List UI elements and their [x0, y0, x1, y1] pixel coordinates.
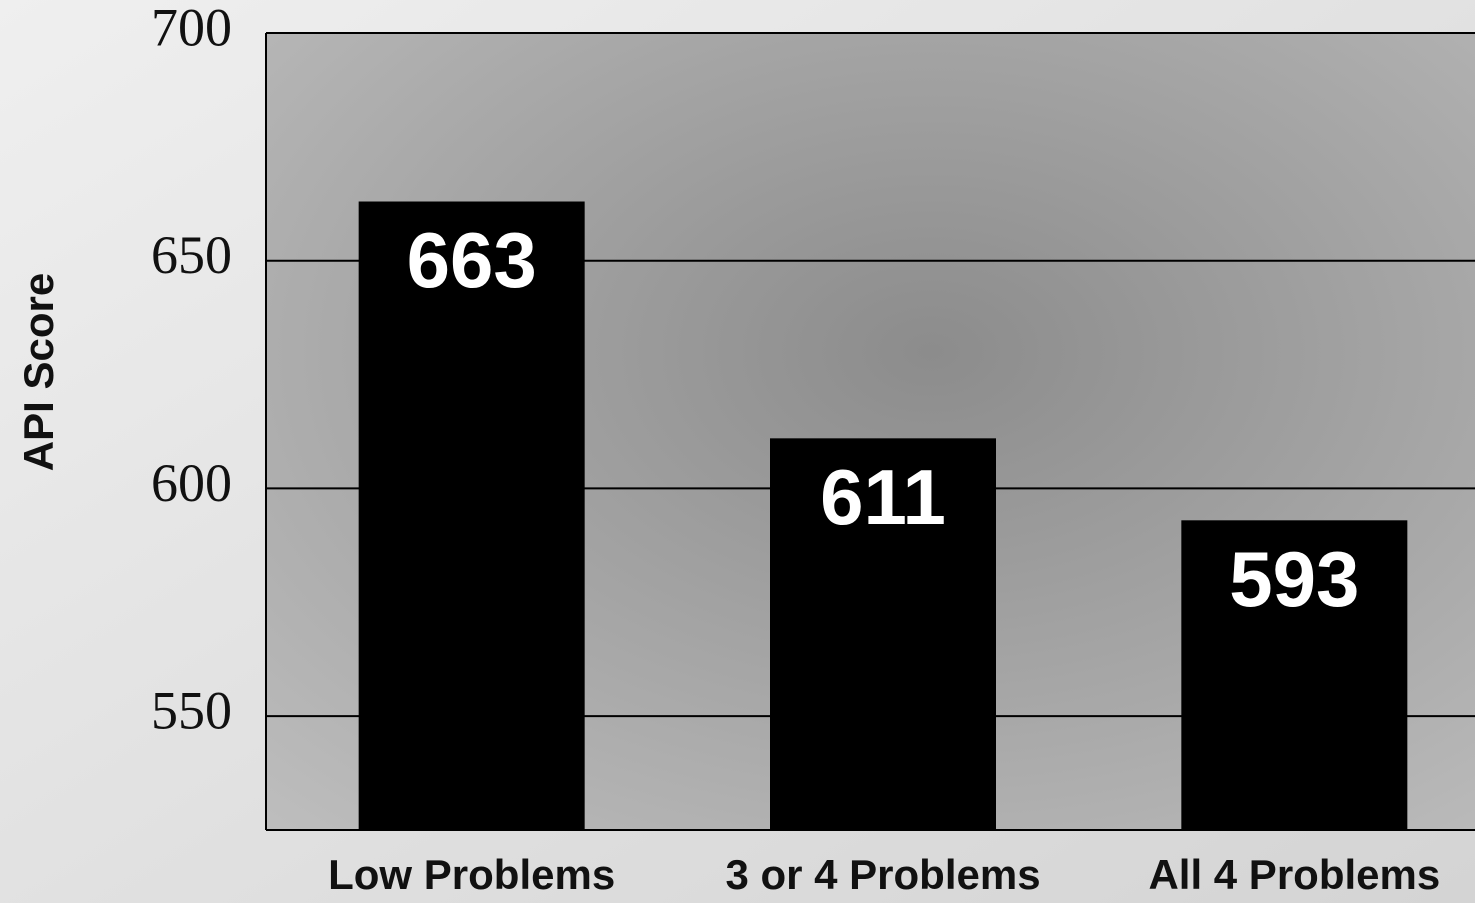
x-tick-label: Low Problems [328, 851, 615, 898]
bar [358, 201, 585, 831]
y-tick-label: 600 [151, 453, 232, 513]
value-label: 611 [820, 453, 946, 541]
y-tick-label: 650 [151, 225, 232, 285]
value-label: 593 [1229, 535, 1359, 623]
value-label: 663 [407, 216, 537, 304]
y-axis-title: API Score [15, 273, 62, 471]
bar [770, 438, 996, 830]
x-tick-label: 3 or 4 Problems [725, 851, 1040, 898]
bar [1181, 520, 1408, 830]
y-tick-label: 700 [151, 0, 232, 57]
x-tick-label: All 4 Problems [1148, 851, 1440, 898]
y-tick-label: 550 [151, 681, 232, 741]
